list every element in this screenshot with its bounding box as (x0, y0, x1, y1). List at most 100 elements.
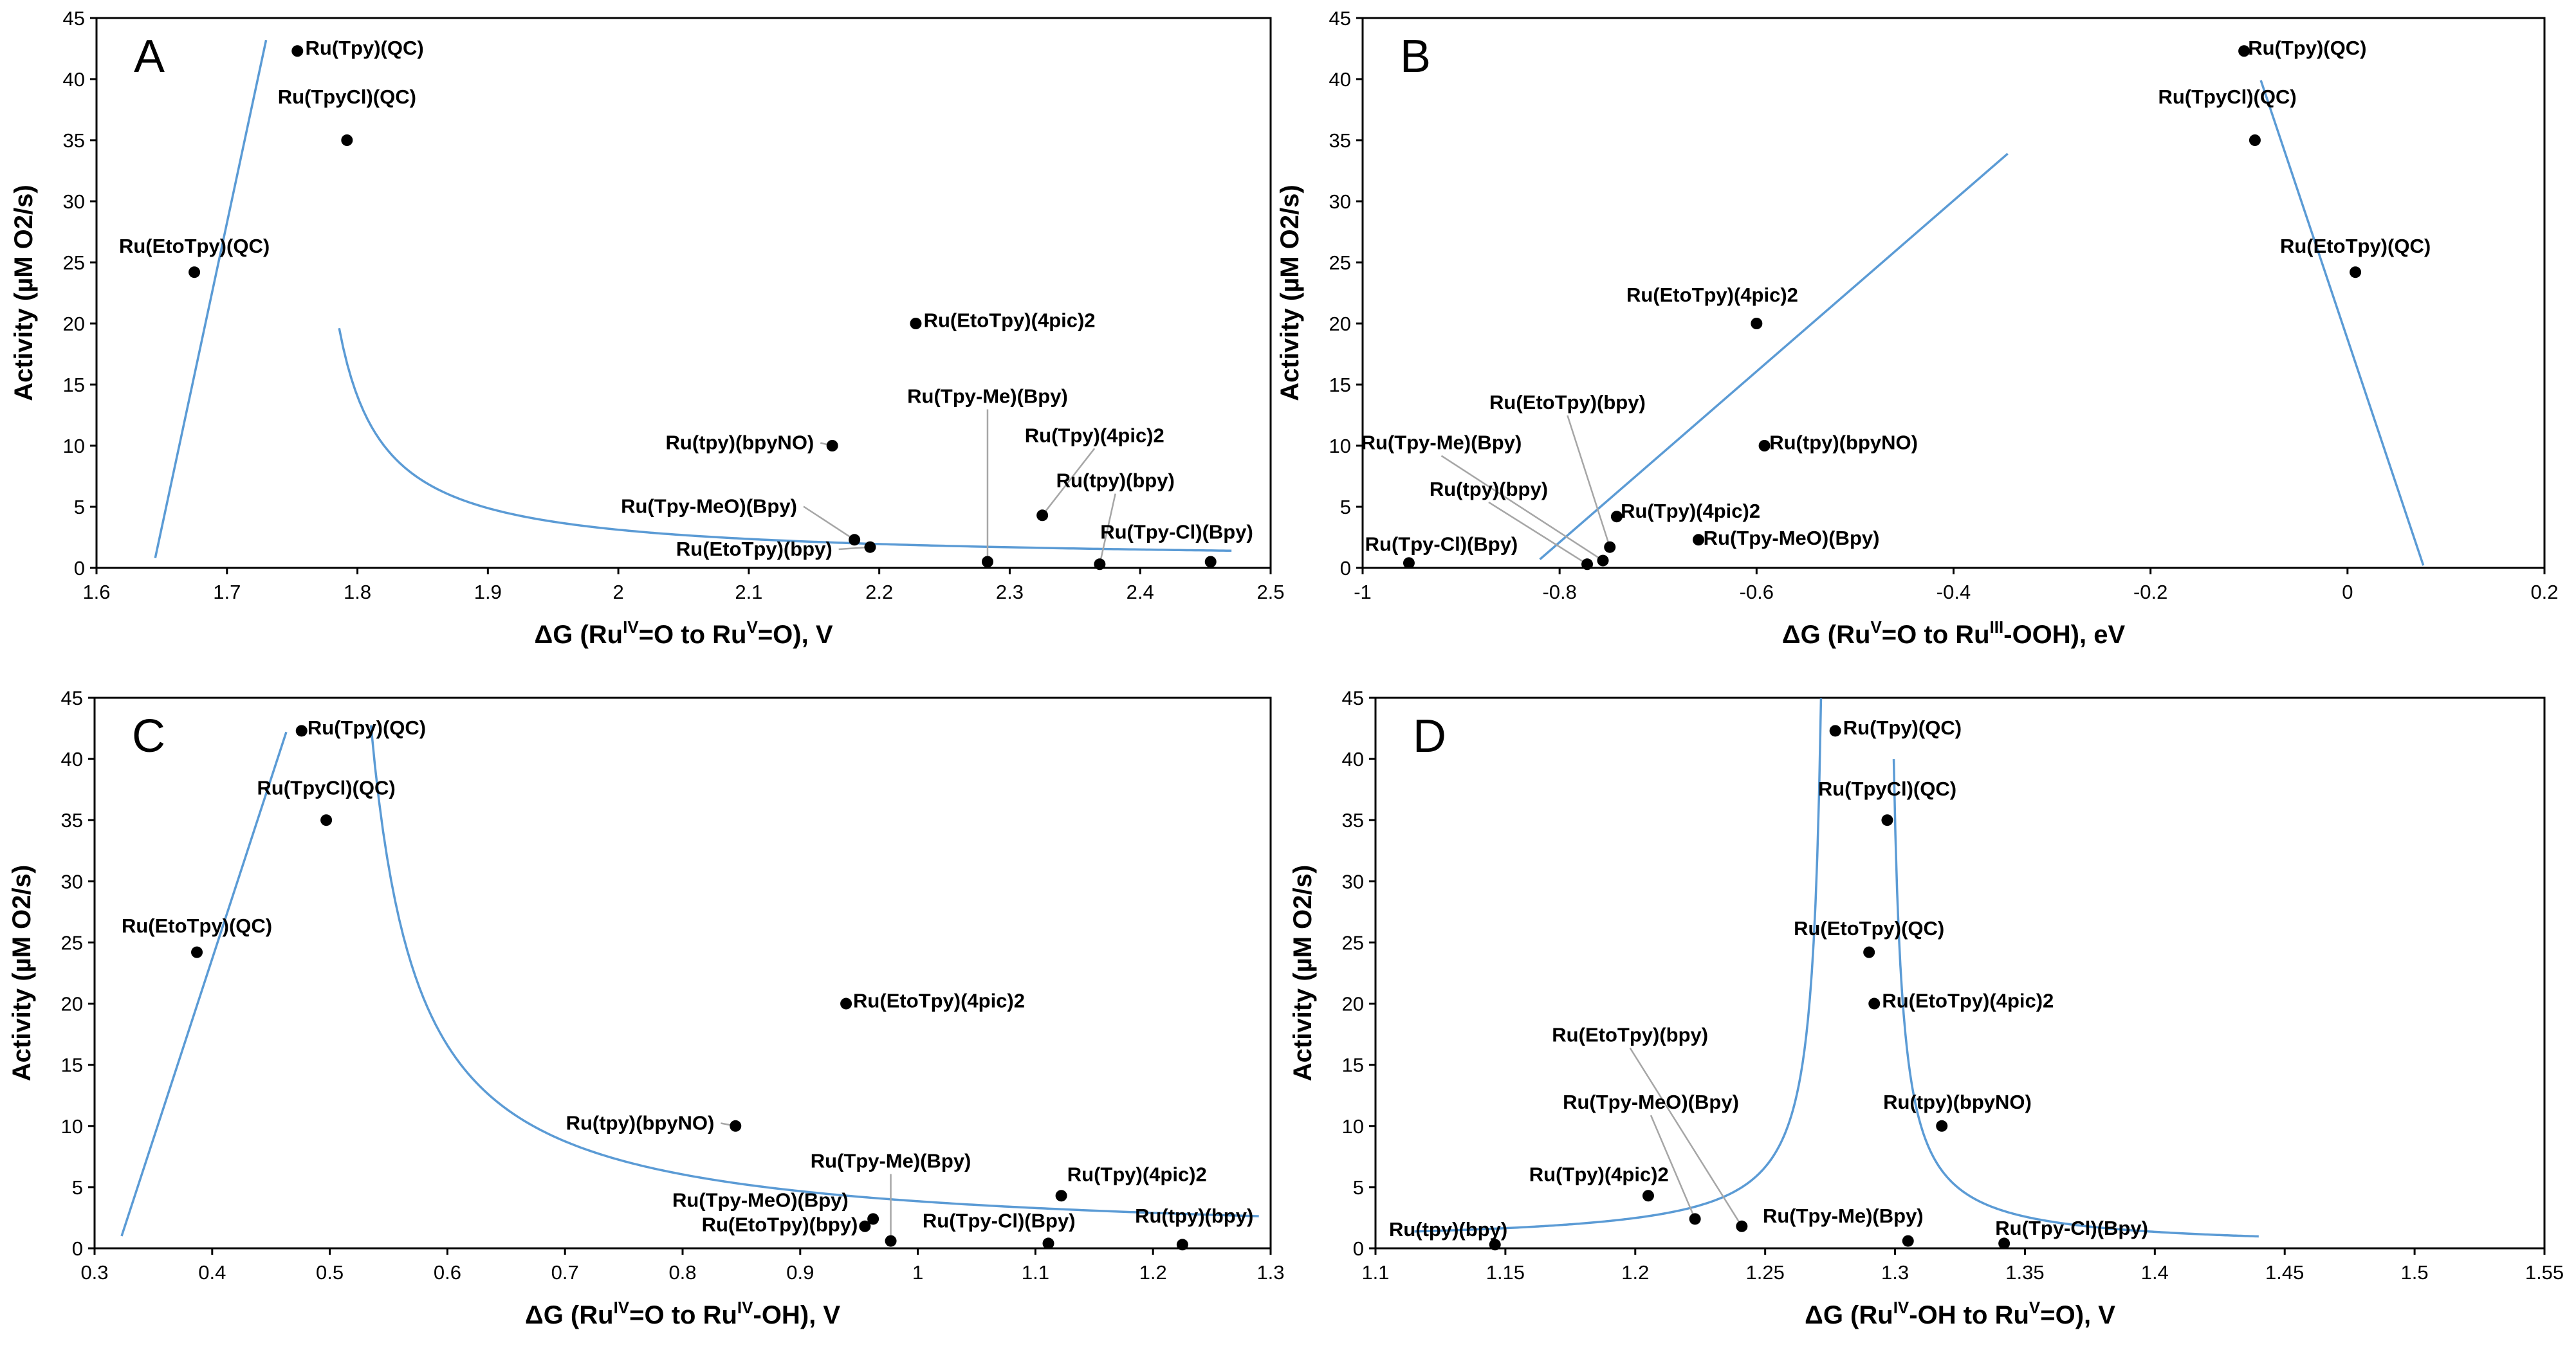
panel-b: 0 5 10 15 20 25 30 35 40 45 -1 -0.8 -0.6 -0.4 -0.2 0 0.2… (1276, 7, 2559, 649)
data-point-ru-tpy-cl-bpy (1042, 1237, 1054, 1250)
x-axis-title-part: -OH), V (753, 1301, 841, 1329)
point-label-ru-tpy-me-bpy: Ru(Tpy-Me)(Bpy) (1763, 1205, 1924, 1227)
data-point-ru-tpy-4pic-2 (1036, 509, 1049, 522)
point-label-ru-tpy-meo-bpy: Ru(Tpy-MeO)(Bpy) (621, 495, 797, 518)
data-point-ru-tpy-meo-bpy (1689, 1213, 1701, 1225)
point-label-ru-etotpy-4pic-2: Ru(EtoTpy)(4pic)2 (853, 989, 1025, 1012)
point-label-ru-etotpy-qc: Ru(EtoTpy)(QC) (1794, 917, 1944, 940)
data-point-ru-tpy-bpy (1489, 1239, 1501, 1251)
panel-c: 0 5 10 15 20 25 30 35 40 45 0.3 0.4 0.5 0.6 0.7 0.8 0.9 1… (8, 687, 1285, 1329)
x-axis-title-superscript: III (1990, 617, 2004, 637)
plot-frame (95, 17, 1272, 569)
x-axis-title-part: =O to Ru (1882, 621, 1990, 649)
data-point-ru-tpy-cl-bpy (1204, 556, 1217, 568)
y-tick-label: 15 (1329, 374, 1351, 396)
y-tick-label: 25 (61, 931, 83, 954)
x-tick-label: 0.9 (786, 1261, 814, 1284)
point-label-ru-tpy-bpy: Ru(tpy)(bpy) (1056, 469, 1175, 492)
y-tick-label: 40 (1342, 748, 1364, 770)
x-tick-label: 0.3 (80, 1261, 108, 1284)
x-tick-label: -0.6 (1740, 581, 1774, 603)
point-label-ru-tpy-4pic-2: Ru(Tpy)(4pic)2 (1621, 500, 1760, 522)
x-tick-label: 1.35 (2005, 1261, 2044, 1284)
y-axis-title: Activity (µM O2/s) (10, 185, 38, 401)
x-tick-label: 2.2 (865, 581, 893, 603)
x-tick-label: 1.2 (1621, 1261, 1649, 1284)
x-tick-label: 0.8 (668, 1261, 696, 1284)
point-label-ru-tpycl-qc: Ru(TpyCl)(QC) (257, 776, 395, 799)
data-point-ru-tpy-meo-bpy (867, 1213, 879, 1225)
data-point-ru-tpycl-qc (2249, 134, 2261, 146)
data-point-ru-tpy-bpy (1581, 558, 1594, 570)
y-tick-label: 35 (1329, 129, 1351, 152)
point-label-ru-tpy-qc: Ru(Tpy)(QC) (2248, 37, 2366, 59)
x-tick-label: -1 (1354, 581, 1372, 603)
data-point-ru-tpy-bpy (1094, 558, 1106, 570)
x-tick-label: 0.7 (551, 1261, 579, 1284)
fit-curve (1414, 698, 1823, 1233)
fit-curve (1892, 759, 2259, 1238)
data-point-ru-tpy-4pic-2 (1642, 1190, 1654, 1202)
leader-line (1440, 455, 1604, 561)
fit-curve (1539, 152, 2009, 561)
point-label-ru-etotpy-qc: Ru(EtoTpy)(QC) (2280, 235, 2431, 257)
x-axis-title-superscript: IV (1893, 1298, 1909, 1317)
point-label-ru-etotpy-4pic-2: Ru(EtoTpy)(4pic)2 (1626, 284, 1798, 306)
data-point-ru-etotpy-qc (189, 266, 201, 278)
data-point-ru-tpy-4pic-2 (1055, 1190, 1067, 1202)
point-label-ru-tpy-4pic-2: Ru(Tpy)(4pic)2 (1025, 424, 1164, 446)
point-label-ru-tpy-cl-bpy: Ru(Tpy-Cl)(Bpy) (1995, 1217, 2148, 1239)
data-point-ru-tpy-4pic-2 (1610, 511, 1623, 523)
data-point-ru-etotpy-qc (2350, 266, 2362, 278)
y-tick-label: 15 (63, 374, 85, 396)
leader-line (1099, 493, 1116, 565)
point-label-ru-tpy-meo-bpy: Ru(Tpy-MeO)(Bpy) (672, 1189, 849, 1211)
point-label-ru-etotpy-4pic-2: Ru(EtoTpy)(4pic)2 (924, 309, 1096, 332)
point-label-ru-tpy-meo-bpy: Ru(Tpy-MeO)(Bpy) (1704, 527, 1880, 549)
y-axis-title: Activity (µM O2/s) (1276, 185, 1304, 401)
panel-a: 0 5 10 15 20 25 30 35 40 45 1.6 1.7 1.8 1.9 2 2.1 2.2 2.3… (10, 7, 1285, 649)
data-point-ru-etotpy-bpy (859, 1220, 871, 1232)
fit-curve (338, 327, 1232, 552)
x-tick-label: 1.3 (1881, 1261, 1909, 1284)
point-label-ru-tpy-bpy: Ru(tpy)(bpy) (1389, 1218, 1507, 1241)
data-point-ru-tpy-qc (295, 725, 308, 737)
leader-line (803, 505, 855, 541)
x-axis-title-superscript: IV (623, 617, 639, 637)
point-label-ru-tpy-meo-bpy: Ru(Tpy-MeO)(Bpy) (1563, 1091, 1739, 1113)
x-axis-title-part: =O to Ru (639, 621, 747, 649)
x-tick-label: 2.3 (996, 581, 1024, 603)
data-point-ru-etotpy-4pic-2 (840, 997, 852, 1010)
data-point-ru-tpy-qc (291, 45, 304, 57)
x-tick-label: 1.15 (1486, 1261, 1525, 1284)
point-label-ru-tpy-qc: Ru(Tpy)(QC) (308, 716, 426, 739)
panel-d: 0 5 10 15 20 25 30 35 40 45 1.1 1.15 1.2 1.25 1.3 1.35 1… (1289, 687, 2564, 1329)
x-tick-label: 0.5 (316, 1261, 344, 1284)
data-point-ru-tpy-me-bpy (981, 556, 993, 568)
y-tick-label: 20 (61, 993, 83, 1015)
y-tick-label: 35 (63, 129, 85, 152)
data-point-ru-tpycl-qc (320, 814, 333, 826)
y-tick-label: 10 (1342, 1115, 1364, 1138)
x-axis-title-superscript: IV (614, 1298, 630, 1317)
data-point-ru-tpy-bpyno (826, 440, 838, 451)
leader-line (1488, 501, 1588, 565)
data-point-ru-etotpy-bpy (864, 541, 876, 553)
x-tick-label: 1.6 (82, 581, 110, 603)
point-label-ru-tpy-cl-bpy: Ru(Tpy-Cl)(Bpy) (923, 1210, 1076, 1232)
y-axis-title: Activity (µM O2/s) (1289, 865, 1317, 1081)
y-tick-label: 5 (1340, 496, 1351, 518)
y-tick-label: 0 (1340, 557, 1351, 579)
x-tick-label: 0.2 (2530, 581, 2558, 603)
plot-frame (1374, 697, 2546, 1250)
panel-letter: B (1400, 31, 1431, 82)
point-label-ru-tpy-cl-bpy: Ru(Tpy-Cl)(Bpy) (1100, 520, 1253, 543)
x-axis-title-superscript: V (2029, 1298, 2041, 1317)
point-label-ru-etotpy-qc: Ru(EtoTpy)(QC) (122, 915, 272, 937)
y-tick-label: 45 (61, 687, 83, 709)
point-label-ru-etotpy-bpy: Ru(EtoTpy)(bpy) (702, 1213, 858, 1235)
data-point-ru-tpy-bpy (1176, 1239, 1188, 1251)
x-axis-title-part: -OH to Ru (1909, 1301, 2029, 1329)
y-axis-title: Activity (µM O2/s) (8, 865, 36, 1081)
